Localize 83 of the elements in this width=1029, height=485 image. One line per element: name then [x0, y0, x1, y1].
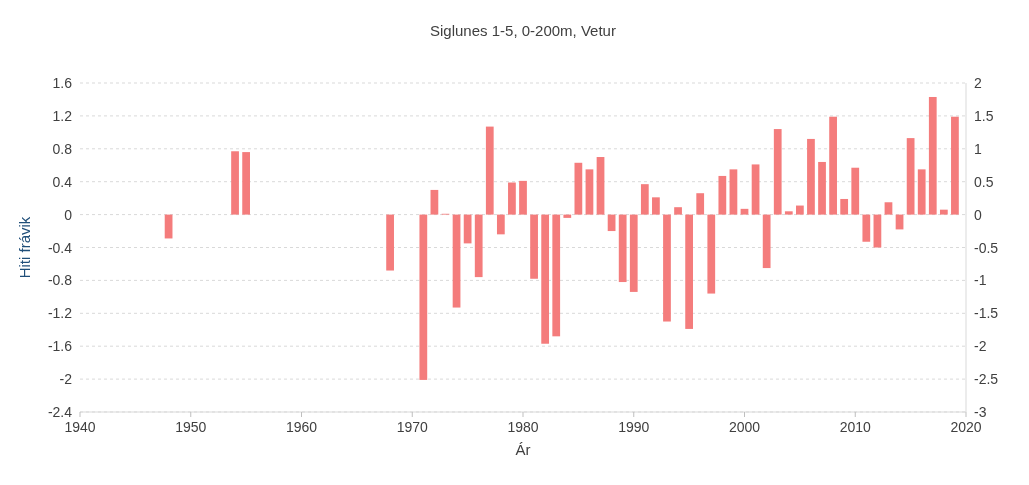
bar	[419, 214, 428, 380]
bar	[729, 169, 738, 215]
y-tick-label: -0.8	[47, 272, 73, 289]
y2-tick-label: -0.5	[974, 239, 999, 256]
bar	[751, 164, 760, 215]
y2-tick-label: -1.5	[974, 305, 999, 322]
bar	[485, 126, 494, 215]
bar	[519, 180, 527, 215]
x-tick-label: 2020	[950, 419, 982, 435]
x-axis-title: Ár	[515, 441, 531, 458]
bar	[430, 189, 439, 215]
bar	[563, 214, 572, 218]
y2-tick-label: 1	[974, 140, 982, 157]
bar	[928, 96, 937, 215]
bar	[629, 214, 638, 292]
y-tick-label: -0.4	[47, 239, 73, 256]
y-tick-label: 1.2	[52, 107, 73, 124]
bar	[840, 198, 849, 215]
y-tick-label: 0	[64, 206, 73, 223]
bar	[231, 151, 239, 215]
y-tick-label: -2	[59, 371, 73, 388]
bar	[596, 157, 605, 215]
bar	[696, 193, 705, 215]
x-tick-label: 1970	[396, 419, 429, 435]
bar	[939, 209, 948, 215]
bar	[906, 138, 915, 215]
bar	[740, 208, 749, 215]
bar	[796, 205, 804, 215]
chart-title: Siglunes 1-5, 0-200m, Vetur	[430, 22, 616, 39]
y2-tick-label: -2.5	[974, 371, 999, 388]
x-tick-label: 2000	[728, 419, 761, 435]
bar	[574, 162, 583, 215]
bar	[707, 214, 716, 294]
bar	[640, 184, 649, 215]
bar	[818, 161, 826, 215]
x-tick-label: 1950	[175, 419, 207, 435]
x-tick-label: 1990	[618, 419, 650, 435]
y2-tick-label: 1.5	[974, 107, 994, 124]
y-tick-label: 0.8	[52, 140, 73, 157]
bar	[508, 182, 516, 215]
y-tick-label: 1.6	[52, 75, 73, 91]
y2-tick-label: -1	[974, 272, 987, 289]
bar	[829, 116, 837, 215]
bar	[773, 129, 782, 215]
y2-tick-label: -3	[974, 404, 987, 420]
bar	[474, 214, 483, 278]
y2-tick-label: 0	[974, 206, 982, 223]
bar	[862, 214, 871, 242]
bar	[917, 169, 926, 215]
y-tick-label: -2.4	[47, 404, 73, 420]
y2-tick-label: 0.5	[974, 173, 994, 190]
y-tick-label: -1.2	[47, 305, 73, 322]
bar	[718, 175, 727, 215]
y-tick-label: 0.4	[52, 173, 73, 190]
bar	[452, 214, 461, 308]
bar	[585, 169, 594, 215]
x-tick-label: 2010	[839, 419, 872, 435]
bar	[674, 207, 682, 215]
bar	[884, 202, 893, 215]
x-tick-label: 1980	[507, 419, 539, 435]
x-tick-label: 1940	[64, 419, 96, 435]
bar	[242, 152, 250, 215]
bar	[873, 214, 882, 248]
bar	[541, 214, 550, 344]
bar	[463, 214, 472, 244]
bar	[807, 138, 815, 215]
y-axis-title: Hiti frávik	[16, 216, 33, 279]
bar	[762, 214, 771, 269]
bar	[685, 214, 693, 329]
bar	[618, 214, 627, 283]
y-tick-label: -1.6	[47, 338, 73, 355]
bar	[496, 214, 505, 235]
bar	[386, 214, 394, 271]
bar	[663, 214, 671, 322]
bar	[652, 197, 660, 215]
bar	[851, 167, 860, 215]
bar	[552, 214, 561, 337]
y2-tick-label: -2	[974, 338, 987, 355]
bar	[784, 211, 793, 215]
bar	[951, 116, 959, 215]
x-tick-label: 1960	[285, 419, 318, 435]
y2-tick-label: 2	[974, 75, 982, 91]
bar	[530, 214, 538, 279]
